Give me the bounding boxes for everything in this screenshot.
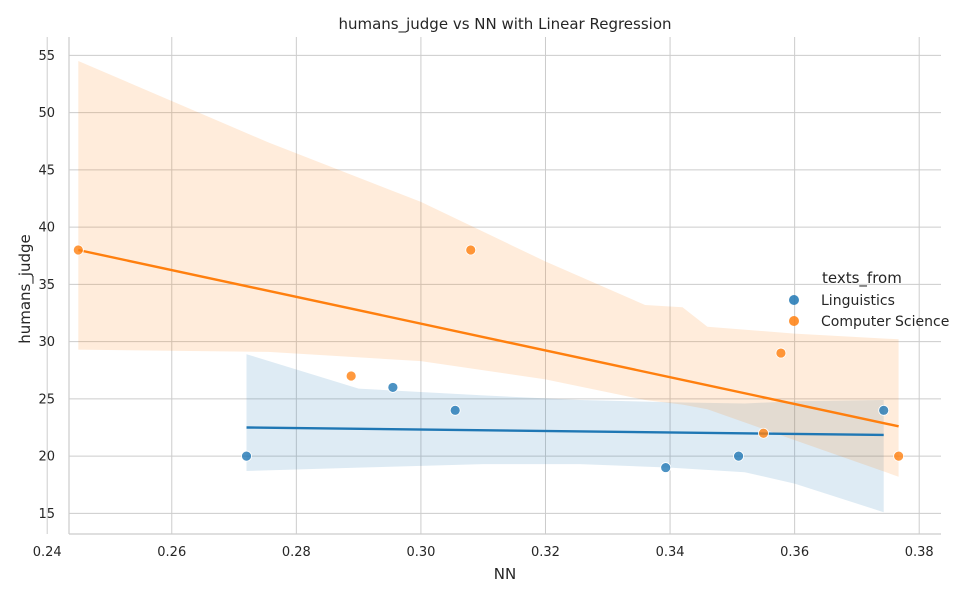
- y-tick-label: 30: [38, 335, 55, 350]
- y-tick-label: 15: [38, 507, 55, 522]
- y-tick-label: 25: [38, 392, 55, 407]
- x-tick-label: 0.38: [905, 545, 934, 560]
- x-tick-label: 0.32: [531, 545, 560, 560]
- y-tick-label: 20: [38, 450, 55, 465]
- data-point: [449, 404, 461, 416]
- data-point: [241, 450, 252, 462]
- x-tick-label: 0.26: [157, 545, 186, 560]
- x-tick-label: 0.28: [282, 545, 311, 560]
- legend-label: Linguistics: [821, 293, 895, 309]
- confidence-band: [246, 354, 884, 513]
- data-point: [893, 450, 905, 462]
- data-point: [345, 370, 357, 382]
- confidence-bands: [78, 61, 899, 513]
- y-tick-label: 40: [38, 221, 55, 236]
- regression-lines: [78, 248, 899, 437]
- y-tick-label: 35: [38, 278, 55, 293]
- legend-marker: [789, 316, 799, 326]
- x-tick-label: 0.34: [656, 545, 685, 560]
- y-tick-label: 45: [38, 163, 55, 178]
- data-point: [758, 427, 769, 439]
- legend-label: Computer Science: [821, 314, 949, 330]
- x-tick-label: 0.30: [406, 545, 435, 560]
- y-tick-labels: 15 20 25 30 35 40 45 50 55: [38, 49, 55, 522]
- data-point: [733, 450, 744, 462]
- legend-marker: [789, 295, 799, 305]
- x-tick-labels: 0.24 0.26 0.28 0.30 0.32 0.34 0.36 0.38: [33, 545, 934, 560]
- legend: texts_from Linguistics Computer Science: [789, 269, 949, 330]
- data-point: [72, 244, 84, 256]
- regression-line: [246, 426, 884, 437]
- y-axis-label: humans_judge: [16, 234, 35, 344]
- data-point: [775, 347, 787, 359]
- legend-title: texts_from: [822, 269, 902, 288]
- y-tick-label: 55: [38, 49, 55, 64]
- regression-line: [78, 248, 899, 428]
- chart-title: humans_judge vs NN with Linear Regressio…: [338, 15, 671, 34]
- confidence-band: [78, 61, 899, 477]
- gridlines: [46, 37, 941, 534]
- data-point: [660, 462, 672, 473]
- data-point: [878, 404, 890, 416]
- x-tick-label: 0.24: [33, 545, 62, 560]
- data-points: [72, 244, 905, 473]
- y-tick-label: 50: [38, 106, 55, 121]
- data-point: [387, 382, 399, 393]
- data-point: [465, 244, 477, 256]
- x-tick-label: 0.36: [780, 545, 809, 560]
- x-axis-label: NN: [494, 565, 516, 583]
